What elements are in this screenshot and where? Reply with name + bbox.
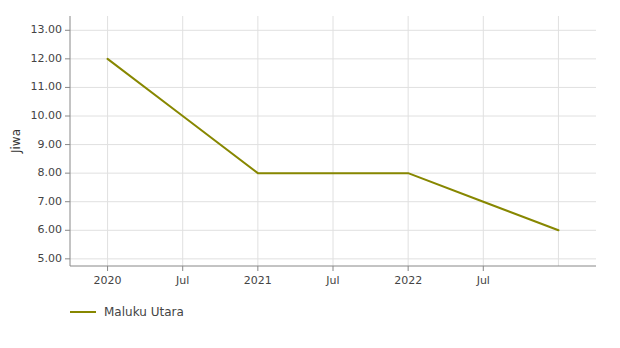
legend: Maluku Utara	[70, 305, 184, 319]
x-tick	[408, 266, 409, 271]
x-grid-line	[483, 16, 484, 266]
y-tick	[65, 87, 70, 88]
legend-swatch	[70, 311, 96, 313]
axes: 5.00 6.00 7.00 8.00 9.00 10.00 11.00 12.00 13.00…	[31, 16, 597, 287]
y-axis-line	[70, 16, 71, 266]
y-tick	[65, 201, 70, 202]
y-tick-label: 6.00	[38, 223, 63, 236]
y-tick	[65, 230, 70, 231]
y-tick	[65, 116, 70, 117]
chart-container: 5.00 6.00 7.00 8.00 9.00 10.00 11.00 12.00 13.00…	[0, 0, 620, 348]
x-axis-line	[70, 266, 596, 267]
x-tick-label: 2020	[94, 274, 122, 287]
x-tick	[483, 266, 484, 271]
x-tick-label: Jul	[476, 274, 490, 287]
x-grid-line	[408, 16, 409, 266]
data-layer	[108, 59, 559, 230]
y-tick-label: 13.00	[31, 23, 63, 36]
x-tick	[107, 266, 108, 271]
y-tick-label: 10.00	[31, 109, 63, 122]
grid	[70, 16, 596, 266]
y-tick	[65, 58, 70, 59]
x-grid-line	[107, 16, 108, 266]
chart-svg: 5.00 6.00 7.00 8.00 9.00 10.00 11.00 12.00 13.00…	[0, 0, 620, 348]
x-grid-line	[182, 16, 183, 266]
x-tick	[257, 266, 258, 271]
x-tick	[182, 266, 183, 271]
y-tick	[65, 173, 70, 174]
x-tick	[333, 266, 334, 271]
y-tick-label: 12.00	[31, 52, 63, 65]
y-tick	[65, 30, 70, 31]
x-tick-label: 2022	[394, 274, 422, 287]
y-tick	[65, 144, 70, 145]
x-grid-line	[257, 16, 258, 266]
x-tick-label: 2021	[244, 274, 272, 287]
y-tick-label: 11.00	[31, 80, 63, 93]
x-grid-line	[333, 16, 334, 266]
y-axis-label: Jiwa	[9, 129, 23, 154]
y-tick-label: 9.00	[38, 138, 63, 151]
x-tick-label: Jul	[325, 274, 339, 287]
x-tick-label: Jul	[175, 274, 189, 287]
y-tick-label: 8.00	[38, 166, 63, 179]
y-tick	[65, 258, 70, 259]
series-line	[108, 59, 559, 230]
y-tick-label: 7.00	[38, 195, 63, 208]
legend-label: Maluku Utara	[104, 305, 184, 319]
y-tick-label: 5.00	[38, 252, 63, 265]
x-grid-line	[558, 16, 559, 266]
